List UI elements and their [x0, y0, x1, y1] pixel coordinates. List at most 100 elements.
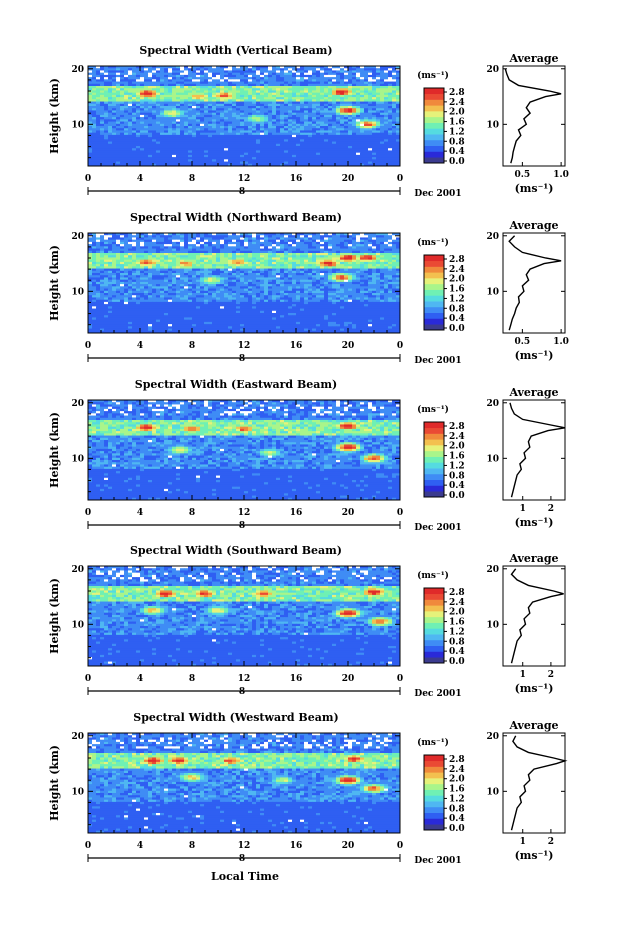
heatmap-cell: [184, 68, 189, 71]
heatmap-cell: [376, 77, 381, 80]
heatmap-cell: [364, 246, 369, 249]
heatmap-cell: [128, 154, 133, 158]
heatmap-cell: [184, 74, 189, 78]
heatmap-cell: [176, 117, 181, 120]
heatmap-cell: [380, 88, 385, 91]
heatmap-cell: [104, 161, 109, 165]
heatmap-cell: [176, 141, 181, 145]
heatmap-cell: [124, 74, 129, 78]
heatmap-cell: [252, 103, 257, 107]
heatmap-cell: [144, 250, 149, 254]
heatmap-cell: [152, 81, 157, 85]
heatmap-cell: [100, 68, 105, 71]
heatmap-cell: [364, 239, 369, 243]
heatmap-cell: [152, 259, 157, 263]
heatmap-cell: [288, 121, 293, 125]
heatmap-cell: [196, 108, 201, 111]
heatmap-cell: [272, 117, 277, 120]
heatmap-cell: [172, 119, 177, 122]
heatmap-cell: [252, 248, 257, 252]
heatmap-cell: [248, 123, 253, 127]
heatmap-cell: [296, 114, 301, 118]
heatmap-cell: [244, 150, 249, 154]
heatmap-cell: [384, 250, 389, 254]
heatmap-cell: [112, 121, 117, 125]
heatmap-cell: [320, 137, 325, 140]
heatmap-cell: [124, 99, 129, 102]
heatmap-cell: [352, 72, 357, 76]
heatmap-cell: [164, 130, 169, 134]
heatmap-cell: [148, 146, 153, 149]
heatmap-cell: [240, 86, 245, 89]
heatmap-cell: [284, 66, 289, 69]
heatmap-cell: [280, 86, 285, 89]
heatmap-cell: [288, 128, 293, 131]
heatmap-cell: [308, 237, 313, 241]
heatmap-cell: [184, 261, 189, 265]
heatmap-cell: [372, 148, 377, 151]
heatmap-cell: [304, 81, 309, 85]
heatmap-cell: [300, 99, 305, 102]
heatmap-cell: [96, 264, 101, 267]
heatmap-cell: [252, 101, 257, 105]
heatmap-cell: [380, 103, 385, 107]
heatmap-cell: [372, 112, 377, 116]
heatmap-cell: [292, 257, 297, 261]
heatmap-cell: [312, 74, 317, 78]
heatmap-cell: [340, 119, 345, 122]
heatmap-cell: [240, 154, 245, 158]
heatmap-cell: [208, 92, 213, 96]
heatmap-cell: [392, 101, 397, 105]
heatmap-cell: [376, 103, 381, 107]
heatmap-cell: [304, 121, 309, 125]
heatmap-cell: [280, 244, 285, 247]
heatmap-cell: [188, 126, 193, 129]
heatmap-cell: [88, 114, 93, 118]
heatmap-cell: [180, 83, 185, 87]
heatmap-cell: [232, 161, 237, 165]
heatmap-cell: [188, 241, 193, 245]
heatmap-cell: [180, 270, 185, 274]
heatmap-cell: [200, 143, 205, 147]
heatmap-cell: [132, 154, 137, 158]
heatmap-cell: [168, 146, 173, 149]
heatmap-cell: [180, 150, 185, 154]
heatmap-cell: [336, 70, 341, 74]
heatmap-cell: [160, 70, 165, 74]
heatmap-cell: [348, 132, 353, 136]
heatmap-cell: [256, 235, 261, 238]
heatmap-cell: [188, 255, 193, 258]
heatmap-cell: [316, 261, 321, 265]
heatmap-cell: [172, 88, 177, 91]
heatmap-cell: [196, 141, 201, 145]
heatmap-cell: [352, 137, 357, 140]
heatmap-cell: [120, 97, 125, 100]
heatmap-cell: [108, 123, 113, 127]
heatmap-cell: [328, 70, 333, 74]
heatmap-cell: [212, 259, 217, 263]
heatmap-cell: [212, 244, 217, 247]
heatmap-cell: [200, 81, 205, 85]
heatmap-cell: [272, 106, 277, 109]
heatmap-cell: [340, 137, 345, 140]
heatmap-cell: [392, 244, 397, 247]
heatmap-cell: [156, 261, 161, 265]
heatmap-cell: [384, 119, 389, 122]
heatmap-cell: [272, 141, 277, 145]
heatmap-cell: [228, 81, 233, 85]
heatmap-cell: [216, 132, 221, 136]
heatmap-cell: [120, 255, 125, 258]
heatmap-cell: [236, 139, 241, 142]
heatmap-cell: [316, 83, 321, 87]
heatmap-cell: [324, 117, 329, 120]
heatmap-cell: [288, 239, 293, 243]
heatmap-cell: [96, 139, 101, 142]
heatmap-cell: [272, 77, 277, 80]
heatmap-cell: [196, 117, 201, 120]
heatmap-cell: [224, 119, 229, 122]
heatmap-cell: [88, 94, 93, 98]
heatmap-cell: [212, 268, 217, 272]
heatmap-cell: [356, 106, 361, 109]
heatmap-cell: [100, 126, 105, 129]
heatmap-cell: [336, 132, 341, 136]
